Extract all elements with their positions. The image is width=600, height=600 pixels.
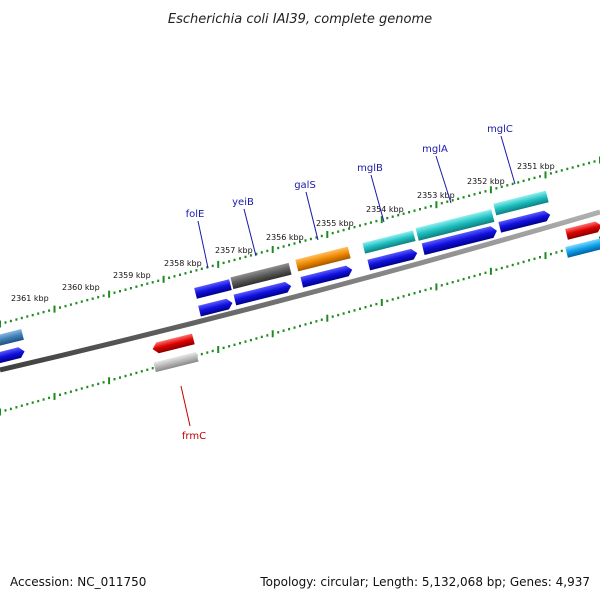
ruler-label: 2357 kbp — [215, 246, 253, 255]
ruler-label: 2359 kbp — [113, 271, 151, 280]
leader-line-folE — [197, 220, 209, 269]
features-layer — [0, 190, 600, 373]
gene-label-mglC[interactable]: mglC — [487, 124, 513, 135]
gene-arrow-yeiB[interactable] — [230, 262, 292, 290]
cds-arrow-mglB[interactable] — [367, 248, 418, 271]
cds-arrow-yeiB[interactable] — [233, 281, 293, 306]
cds-arrow-mglC[interactable] — [498, 209, 551, 233]
cds-arrow-galS[interactable] — [300, 264, 353, 288]
cds-arrow-left-edge[interactable] — [0, 346, 26, 364]
ruler-label: 2355 kbp — [316, 219, 354, 228]
gene-label-folE[interactable]: folE — [186, 209, 205, 220]
ruler-label: 2360 kbp — [62, 283, 100, 292]
gene-arrow-galS[interactable] — [295, 246, 351, 272]
ruler-label: 2353 kbp — [417, 191, 455, 200]
gene-arrow-right-red[interactable] — [565, 220, 600, 240]
ruler-label: 2361 kbp — [11, 294, 49, 303]
leader-line-frmC — [180, 385, 191, 427]
ruler-outer — [0, 156, 600, 328]
map-title: Escherichia coli IAI39, complete genome — [168, 12, 432, 27]
ruler-label: 2351 kbp — [517, 162, 555, 171]
leader-line-galS — [305, 191, 319, 241]
gene-arrow-frmC[interactable] — [151, 333, 195, 355]
ruler-labels: 2361 kbp 2360 kbp 2359 kbp 2358 kbp 2357 kbp… — [11, 162, 555, 303]
ruler-label: 2354 kbp — [366, 205, 404, 214]
leader-line-yeiB — [243, 208, 257, 257]
genome-summary-text: Topology: circular; Length: 5,132,068 bp… — [259, 575, 590, 589]
gene-arrow-mglB[interactable] — [362, 230, 416, 254]
ruler-label: 2356 kbp — [266, 233, 304, 242]
cds-arrow-mglA[interactable] — [421, 225, 499, 256]
gene-label-galS[interactable]: galS — [294, 180, 316, 191]
ruler-label: 2358 kbp — [164, 259, 202, 268]
gene-labels-layer: folE yeiB galS mglB mglA mglC frmC — [180, 124, 516, 442]
leader-line-mglA — [435, 155, 452, 204]
gene-arrow-mglC[interactable] — [493, 190, 549, 216]
gene-label-frmC[interactable]: frmC — [182, 431, 206, 442]
gene-arrow-folE[interactable] — [194, 279, 232, 299]
cds-arrow-folE[interactable] — [198, 298, 234, 317]
leader-line-mglB — [370, 174, 385, 223]
genome-backbone — [0, 209, 600, 373]
gene-label-yeiB[interactable]: yeiB — [232, 197, 254, 208]
cds-arrow-right-sky[interactable] — [565, 238, 600, 258]
ruler-label: 2352 kbp — [467, 177, 505, 186]
gene-arrow-mglA[interactable] — [415, 209, 495, 241]
gene-label-mglA[interactable]: mglA — [422, 144, 448, 155]
cds-arrow-frmC[interactable] — [153, 351, 199, 373]
leader-line-mglC — [500, 135, 516, 185]
accession-text: Accession: NC_011750 — [10, 575, 146, 589]
gene-arrow-left-edge[interactable] — [0, 329, 24, 347]
gene-label-mglB[interactable]: mglB — [357, 163, 383, 174]
